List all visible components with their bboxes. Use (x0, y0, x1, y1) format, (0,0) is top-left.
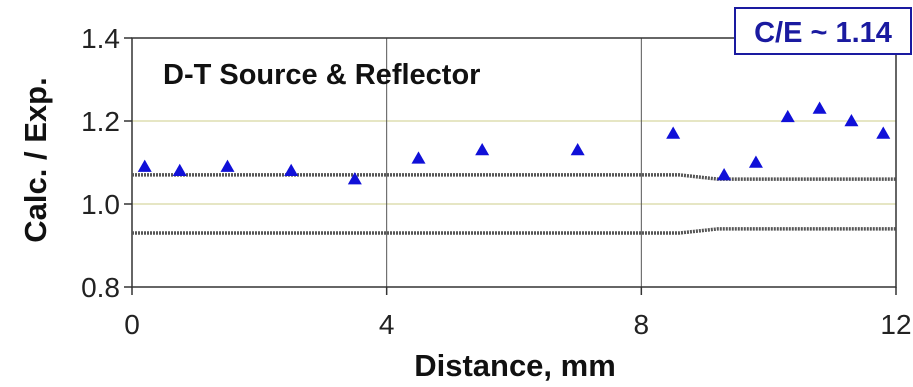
annotation-text: C/E ~ 1.14 (754, 17, 892, 49)
data-point-triangle (812, 101, 827, 114)
x-tick-label: 12 (880, 309, 911, 340)
data-point-triangle (780, 109, 795, 123)
x-tick-label: 4 (379, 309, 395, 340)
data-point-triangle (844, 114, 859, 127)
y-tick-label: 1.2 (81, 106, 120, 137)
x-tick-label: 8 (634, 309, 650, 340)
x-axis-title: Distance, mm (414, 348, 616, 383)
data-point-triangle (347, 172, 362, 185)
band-lines (132, 173, 896, 235)
data-point-triangle (876, 126, 891, 139)
upper-band-line (132, 173, 896, 181)
y-axis-title: Calc. / Exp. (18, 77, 53, 242)
chart-title: D-T Source & Reflector (163, 59, 480, 91)
y-tick-label: 0.8 (81, 272, 120, 303)
annotation-box (734, 7, 912, 55)
data-point-triangle (172, 163, 187, 177)
y-tick-label: 1.4 (81, 23, 120, 54)
data-point-triangle (666, 126, 681, 139)
data-markers (137, 101, 891, 185)
data-point-triangle (475, 143, 490, 156)
grid (132, 38, 896, 287)
x-tick-label: 0 (124, 309, 140, 340)
data-point-triangle (284, 163, 299, 177)
data-point-triangle (137, 159, 152, 172)
tick-labels: 0.8 1.0 1.2 1.4 0 4 8 12 (81, 23, 912, 340)
data-point-triangle (220, 159, 235, 172)
data-point-triangle (748, 155, 763, 168)
plot-frame (131, 37, 897, 288)
data-point-triangle (570, 143, 585, 156)
data-point-triangle (411, 151, 426, 164)
y-tick-label: 1.0 (81, 189, 120, 220)
data-point-triangle (717, 167, 732, 181)
lower-band-line (132, 227, 896, 235)
